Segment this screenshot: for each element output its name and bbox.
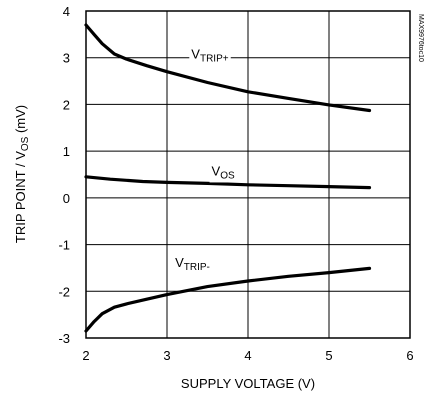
series-label-vos: VOS [212, 163, 235, 181]
y-tick-label-4: 1 [63, 144, 70, 159]
y-axis-title-main: TRIP POINT / V [13, 151, 28, 243]
y-axis-title-sub: OS [20, 136, 31, 151]
series-label-bg-vtrip-plus [189, 45, 231, 66]
x-axis-title: SUPPLY VOLTAGE (V) [181, 376, 315, 391]
figure-code: MAX9976toc10 [417, 14, 424, 62]
series-label-vtrip-minus: VTRIP- [175, 255, 210, 273]
y-tick-label-7: 4 [63, 4, 70, 19]
series-line-vos [84, 175, 372, 190]
series-line-vtrip-plus [84, 23, 372, 113]
y-tick-label-5: 2 [63, 97, 70, 112]
series-label-bg-vos [209, 162, 238, 183]
x-tick-label-3: 5 [325, 348, 332, 363]
grid [86, 11, 410, 338]
y-tick-label-1: -2 [58, 284, 70, 299]
y-tick-label-3: 0 [63, 191, 70, 206]
y-tick-label-6: 3 [63, 51, 70, 66]
x-tick-label-1: 3 [163, 348, 170, 363]
plot-frame [85, 10, 411, 339]
series-labels: VTRIP+ VOS VTRIP- [173, 45, 238, 274]
x-tick-label-4: 6 [406, 348, 413, 363]
y-axis-title: TRIP POINT / VOS (mV) [13, 105, 31, 243]
y-tick-label-2: -1 [58, 238, 70, 253]
series-lines [84, 23, 372, 333]
x-tick-labels: 2 3 4 5 6 [82, 348, 413, 363]
series-label-bg-vtrip-minus [173, 253, 212, 274]
x-tick-label-2: 4 [244, 348, 251, 363]
y-axis-title-tail: (mV) [13, 105, 28, 137]
y-tick-label-0: -3 [58, 331, 70, 346]
y-tick-labels: -3 -2 -1 0 1 2 3 4 [58, 4, 70, 346]
series-line-vtrip-minus [84, 266, 372, 333]
series-label-vtrip-plus: VTRIP+ [191, 47, 228, 65]
x-tick-label-0: 2 [82, 348, 89, 363]
